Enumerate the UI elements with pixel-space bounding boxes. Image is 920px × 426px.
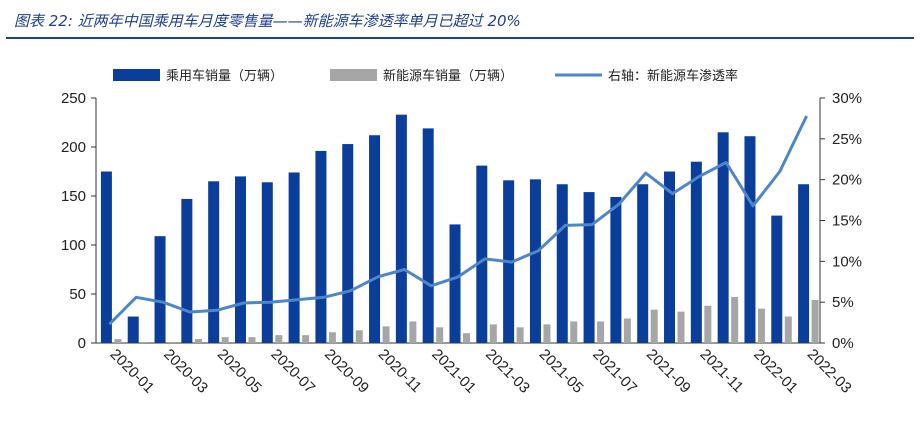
bar-passenger-car-sales — [181, 198, 193, 343]
bar-nev-sales — [194, 339, 202, 343]
bar-passenger-car-sales — [556, 184, 568, 343]
bar-nev-sales — [597, 321, 605, 343]
bar-passenger-car-sales — [771, 215, 783, 343]
bar-nev-sales — [355, 330, 363, 343]
bar-passenger-car-sales — [798, 184, 810, 343]
y-right-tick-label: 10% — [832, 253, 862, 270]
y-left-tick-label: 250 — [61, 90, 86, 107]
bar-passenger-car-sales — [234, 176, 246, 343]
bar-passenger-car-sales — [690, 161, 702, 343]
legend-label-passenger-car: 乘用车销量（万辆） — [166, 68, 283, 84]
chart-line — [108, 115, 808, 326]
x-tick-label: 2020-05 — [214, 346, 265, 397]
bar-passenger-car-sales — [476, 165, 488, 343]
bar-nev-sales — [731, 296, 739, 343]
x-tick-label: 2021-07 — [589, 346, 640, 397]
bar-nev-sales — [811, 299, 819, 343]
bar-passenger-car-sales — [315, 150, 327, 343]
y-left-tick-label: 100 — [61, 237, 86, 254]
x-tick-label: 2021-03 — [482, 346, 533, 397]
y-left-tick-label: 150 — [61, 188, 86, 205]
title-rule — [6, 37, 914, 39]
bar-nev-sales — [489, 324, 497, 343]
bar-nev-sales — [570, 321, 578, 343]
bar-nev-sales — [409, 321, 417, 343]
bar-nev-sales — [623, 318, 631, 343]
bar-passenger-car-sales — [261, 182, 273, 343]
chart-bars — [100, 114, 819, 343]
bar-passenger-car-sales — [744, 136, 756, 343]
legend-swatch-nev-sales — [330, 69, 377, 81]
x-axis-labels: 2020-01 2020-03 2020-05 2020-07 2020-09 2020-… — [107, 346, 855, 397]
bar-nev-sales — [302, 335, 310, 343]
bar-nev-sales — [543, 324, 551, 343]
x-tick-label: 2020-11 — [375, 346, 425, 396]
bar-passenger-car-sales — [583, 192, 595, 343]
x-tick-label: 2021-05 — [536, 346, 587, 397]
bar-passenger-car-sales — [154, 236, 166, 343]
bar-passenger-car-sales — [637, 184, 649, 343]
x-tick-label: 2021-11 — [697, 346, 747, 396]
bar-nev-sales — [516, 327, 524, 343]
bar-nev-sales — [704, 305, 712, 343]
x-tick-label: 2020-07 — [267, 346, 318, 397]
y-right-tick-label: 20% — [832, 172, 862, 189]
bar-nev-sales — [463, 333, 470, 343]
bar-nev-sales — [248, 337, 256, 343]
bar-nev-sales — [275, 335, 283, 343]
x-tick-label: 2020-01 — [107, 346, 158, 397]
bar-passenger-car-sales — [529, 179, 541, 343]
y-right-tick-label: 0% — [832, 335, 854, 352]
y-right-tick-label: 25% — [832, 131, 862, 148]
bar-passenger-car-sales — [395, 114, 407, 343]
bar-passenger-car-sales — [208, 181, 220, 343]
bar-nev-sales — [114, 339, 122, 343]
legend-label-nev-penetration: 右轴：新能源车渗透率 — [608, 68, 738, 84]
bar-nev-sales — [382, 326, 390, 343]
bar-passenger-car-sales — [100, 171, 112, 343]
bar-passenger-car-sales — [127, 316, 139, 343]
y-left-tick-label: 200 — [61, 139, 86, 156]
bar-passenger-car-sales — [288, 172, 300, 343]
bar-passenger-car-sales — [717, 132, 729, 343]
x-tick-label: 2021-09 — [643, 346, 694, 397]
title-bar: 图表 22: 近两年中国乘用车月度零售量——新能源车渗透率单月已超过 20% — [6, 4, 914, 39]
bar-nev-sales — [757, 308, 765, 343]
x-tick-label: 2021-01 — [428, 346, 479, 397]
bar-passenger-car-sales — [610, 196, 622, 343]
x-tick-label: 2020-09 — [321, 346, 372, 397]
bar-nev-sales — [328, 332, 336, 343]
legend-label-nev-sales: 新能源车销量（万辆） — [383, 68, 513, 84]
bar-passenger-car-sales — [449, 224, 461, 343]
y-right-tick-label: 30% — [832, 90, 862, 107]
chart-title: 图表 22: 近两年中国乘用车月度零售量——新能源车渗透率单月已超过 20% — [14, 12, 521, 30]
y-right-tick-label: 15% — [832, 213, 862, 230]
bar-nev-sales — [436, 327, 444, 343]
bar-passenger-car-sales — [422, 128, 434, 343]
y-left-tick-label: 0 — [78, 335, 86, 352]
x-tick-label: 2022-03 — [804, 346, 855, 397]
bar-nev-sales — [221, 337, 229, 343]
y-left-tick-label: 50 — [69, 286, 86, 303]
bar-nev-sales — [677, 311, 685, 343]
x-tick-label: 2020-03 — [160, 346, 211, 397]
bar-nev-sales — [650, 309, 658, 343]
bar-nev-sales — [141, 342, 149, 343]
legend-swatch-passenger-car — [113, 69, 160, 81]
chart-legend: 乘用车销量（万辆） 新能源车销量（万辆） 右轴：新能源车渗透率 — [113, 68, 738, 84]
bar-passenger-car-sales — [664, 171, 676, 343]
bar-nev-sales — [784, 316, 792, 343]
bar-nev-sales — [168, 342, 176, 343]
bar-passenger-car-sales — [342, 144, 354, 343]
x-tick-label: 2022-01 — [750, 346, 801, 397]
chart-axes: 0 50 100 150 200 250 0% 5% 10% 15% 20% 25% 30% — [61, 90, 862, 352]
bar-passenger-car-sales — [369, 135, 381, 343]
y-right-tick-label: 5% — [832, 294, 854, 311]
